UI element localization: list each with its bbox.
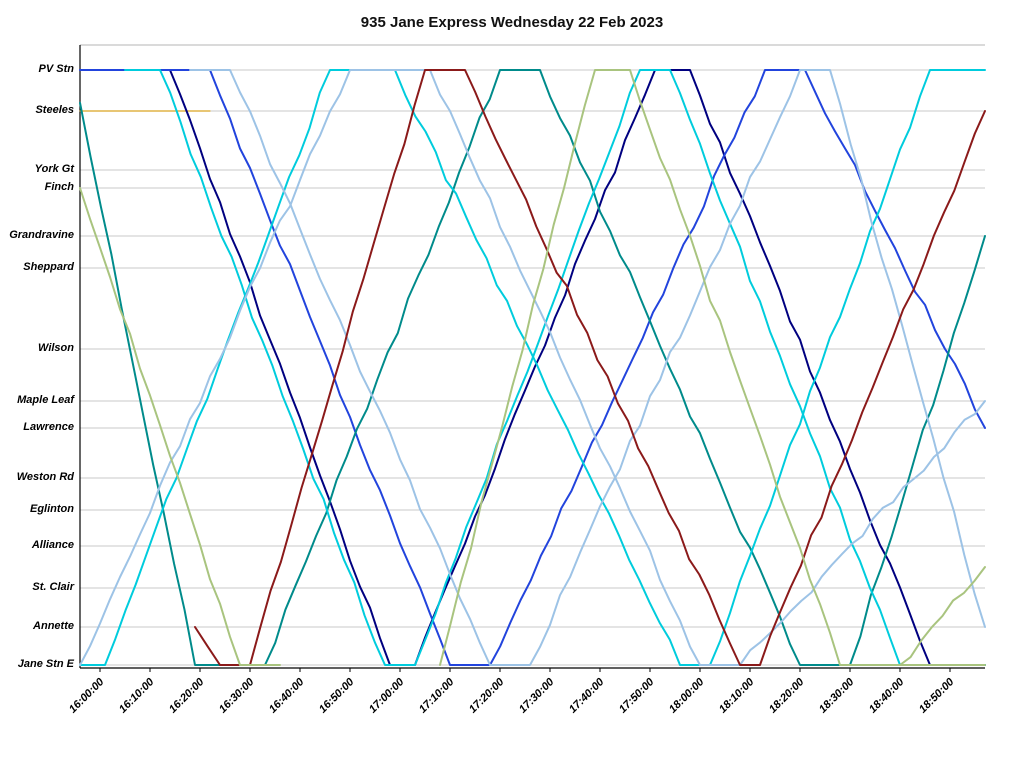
series-darkred-run — [194, 69, 986, 666]
series-teal-run-b — [849, 235, 986, 666]
station-label: Weston Rd — [16, 471, 74, 483]
series-sage-run-a — [79, 187, 281, 666]
series-navy-run — [79, 69, 986, 666]
station-label: Sheppard — [23, 261, 74, 273]
station-label: Grandravine — [9, 229, 74, 241]
series-lightblue-run-a — [79, 69, 986, 666]
station-label: Finch — [44, 181, 74, 193]
station-label: Maple Leaf — [17, 394, 74, 406]
series-sage-run-c — [899, 566, 986, 666]
series-sage-run-b — [439, 69, 986, 666]
chart-title: 935 Jane Express Wednesday 22 Feb 2023 — [360, 14, 664, 31]
station-label: St. Clair — [32, 581, 74, 593]
station-label: Jane Stn E — [17, 658, 74, 670]
series-teal-run-a — [79, 69, 986, 666]
station-label: Wilson — [38, 342, 74, 354]
series-cyan-run-b — [124, 69, 986, 666]
station-label: Alliance — [31, 539, 74, 551]
station-label: Steeles — [35, 104, 74, 116]
station-label: Eglinton — [30, 503, 74, 515]
series-lightblue-run-b — [189, 69, 986, 666]
station-label: PV Stn — [38, 63, 74, 75]
station-label: Lawrence — [23, 421, 74, 433]
station-label: York Gt — [34, 163, 74, 175]
station-label: Annette — [33, 620, 74, 632]
